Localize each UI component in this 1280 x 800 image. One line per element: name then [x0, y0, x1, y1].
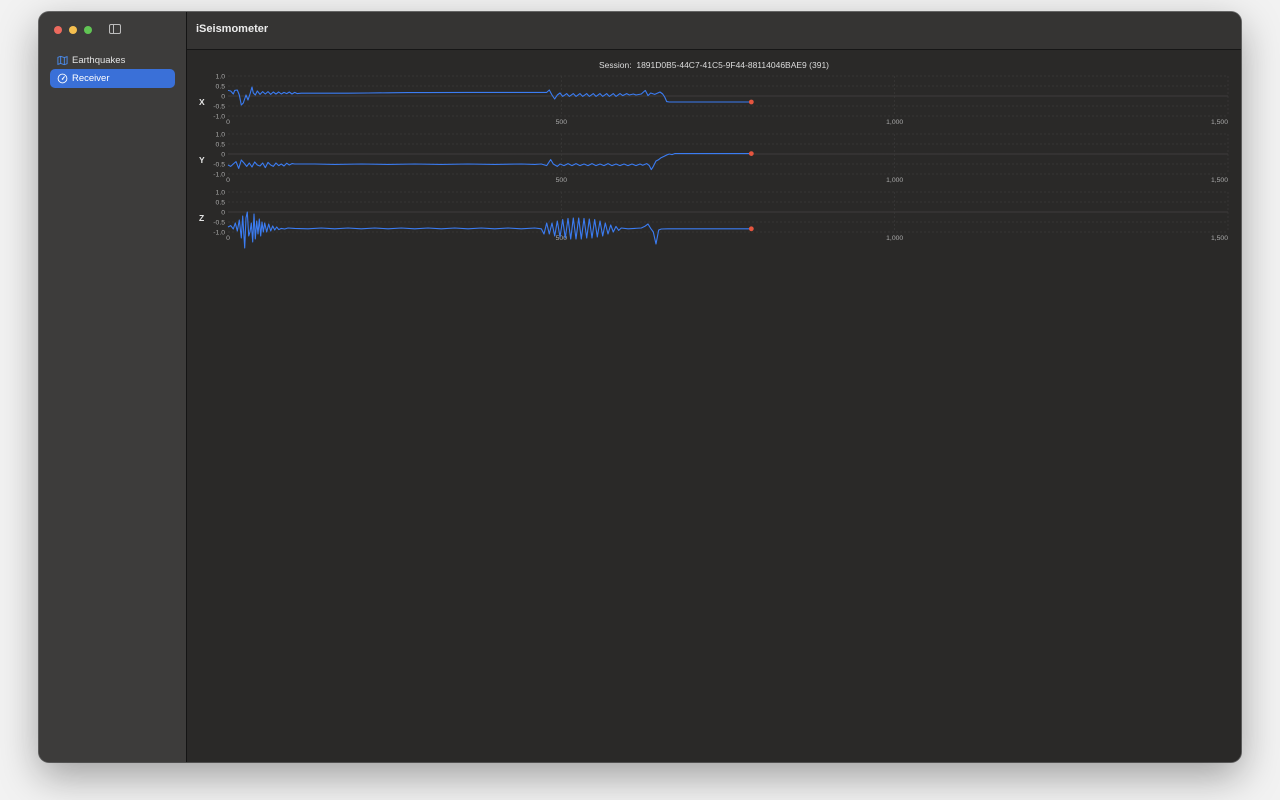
y-tick-label: 1.0 — [216, 74, 226, 81]
zoom-window-button[interactable] — [84, 26, 92, 34]
y-tick-label: 1.0 — [216, 132, 226, 139]
series-line-y — [227, 153, 752, 171]
sidebar-item-label: Receiver — [72, 73, 110, 84]
x-tick-label: 0 — [226, 119, 230, 126]
series-line-z — [227, 211, 752, 249]
session-label: Session: — [599, 60, 632, 70]
title-bar: iSeismometer — [187, 12, 1241, 50]
y-tick-label: -0.5 — [213, 104, 225, 111]
series-line-x — [227, 86, 752, 106]
map-icon — [57, 55, 68, 66]
x-tick-label: 500 — [556, 119, 568, 126]
sidebar-item-earthquakes[interactable]: Earthquakes — [50, 51, 175, 70]
y-tick-label: 0 — [221, 152, 225, 159]
x-tick-label: 500 — [556, 235, 568, 242]
sidebar-toggle-icon[interactable] — [109, 24, 121, 34]
axis-label-z: Z — [199, 213, 204, 223]
app-title: iSeismometer — [196, 23, 269, 35]
sidebar: Earthquakes Receiver — [39, 12, 187, 762]
y-tick-label: -0.5 — [213, 220, 225, 227]
gauge-icon — [57, 73, 68, 84]
current-point-marker — [748, 99, 754, 105]
session-caption: Session: 1891D0B5-44C7-41C5-9F44-8811404… — [187, 60, 1241, 70]
x-tick-label: 1,500 — [1211, 119, 1228, 126]
y-tick-label: -0.5 — [213, 162, 225, 169]
sidebar-item-label: Earthquakes — [72, 55, 126, 66]
close-window-button[interactable] — [54, 26, 62, 34]
y-tick-label: 0.5 — [216, 200, 226, 207]
current-point-marker — [748, 226, 754, 232]
minimize-window-button[interactable] — [69, 26, 77, 34]
y-tick-label: 0 — [221, 94, 225, 101]
x-tick-label: 1,500 — [1211, 177, 1228, 184]
y-tick-label: 1.0 — [216, 190, 226, 197]
axis-label-y: Y — [199, 155, 205, 165]
app-window: Earthquakes Receiver iSeismometer Sessio… — [39, 12, 1241, 762]
main-content: iSeismometer Session: 1891D0B5-44C7-41C5… — [187, 12, 1241, 762]
y-tick-label: 0 — [221, 210, 225, 217]
x-tick-label: 1,500 — [1211, 235, 1228, 242]
y-tick-label: 0.5 — [216, 142, 226, 149]
x-tick-label: 0 — [226, 177, 230, 184]
sidebar-item-receiver[interactable]: Receiver — [50, 69, 175, 88]
x-tick-label: 1,000 — [886, 177, 903, 184]
x-tick-label: 1,000 — [886, 235, 903, 242]
x-tick-label: 0 — [226, 235, 230, 242]
seismograph-charts: 1.00.50-0.5-1.00 500 1,000 1,500X1.00.50-0.… — [199, 74, 1229, 249]
x-tick-label: 1,000 — [886, 119, 903, 126]
y-tick-label: -1.0 — [213, 172, 225, 179]
y-tick-label: 0.5 — [216, 84, 226, 91]
y-tick-label: -1.0 — [213, 114, 225, 121]
y-tick-label: -1.0 — [213, 230, 225, 237]
axis-label-x: X — [199, 97, 205, 107]
x-tick-label: 500 — [556, 177, 568, 184]
current-point-marker — [748, 151, 754, 157]
session-id: 1891D0B5-44C7-41C5-9F44-88114046BAE9 — [636, 60, 807, 70]
sample-count: (391) — [809, 60, 829, 70]
